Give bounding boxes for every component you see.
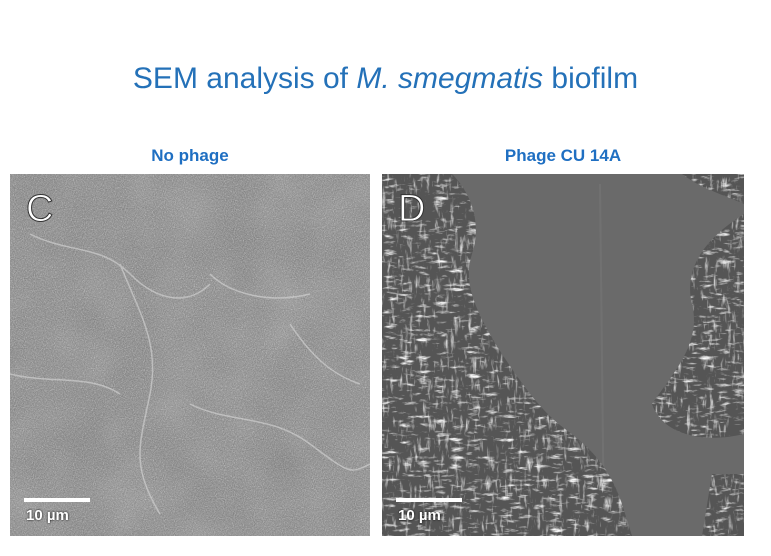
title-suffix: biofilm (543, 62, 639, 95)
sem-texture-dense (10, 174, 370, 536)
scale-label: 10 µm (26, 507, 69, 524)
scale-label: 10 µm (398, 507, 441, 524)
panel-caption-no-phage: No phage (151, 146, 229, 165)
panel-caption-phage: Phage CU 14A (504, 146, 622, 165)
sem-image-no-phage: C 10 µm (10, 174, 370, 536)
scale-bar (396, 498, 462, 502)
sem-image-phage: D 10 µm (382, 174, 744, 536)
slide-title: SEM analysis of M. smegmatis biofilm (0, 62, 771, 96)
panel-letter-d: D (397, 188, 426, 231)
title-prefix: SEM analysis of (132, 62, 357, 95)
panel-letter-c: C (25, 188, 54, 231)
scale-bar (24, 498, 90, 502)
title-species: M. smegmatis (356, 62, 544, 95)
sem-texture-disrupted (382, 174, 744, 536)
